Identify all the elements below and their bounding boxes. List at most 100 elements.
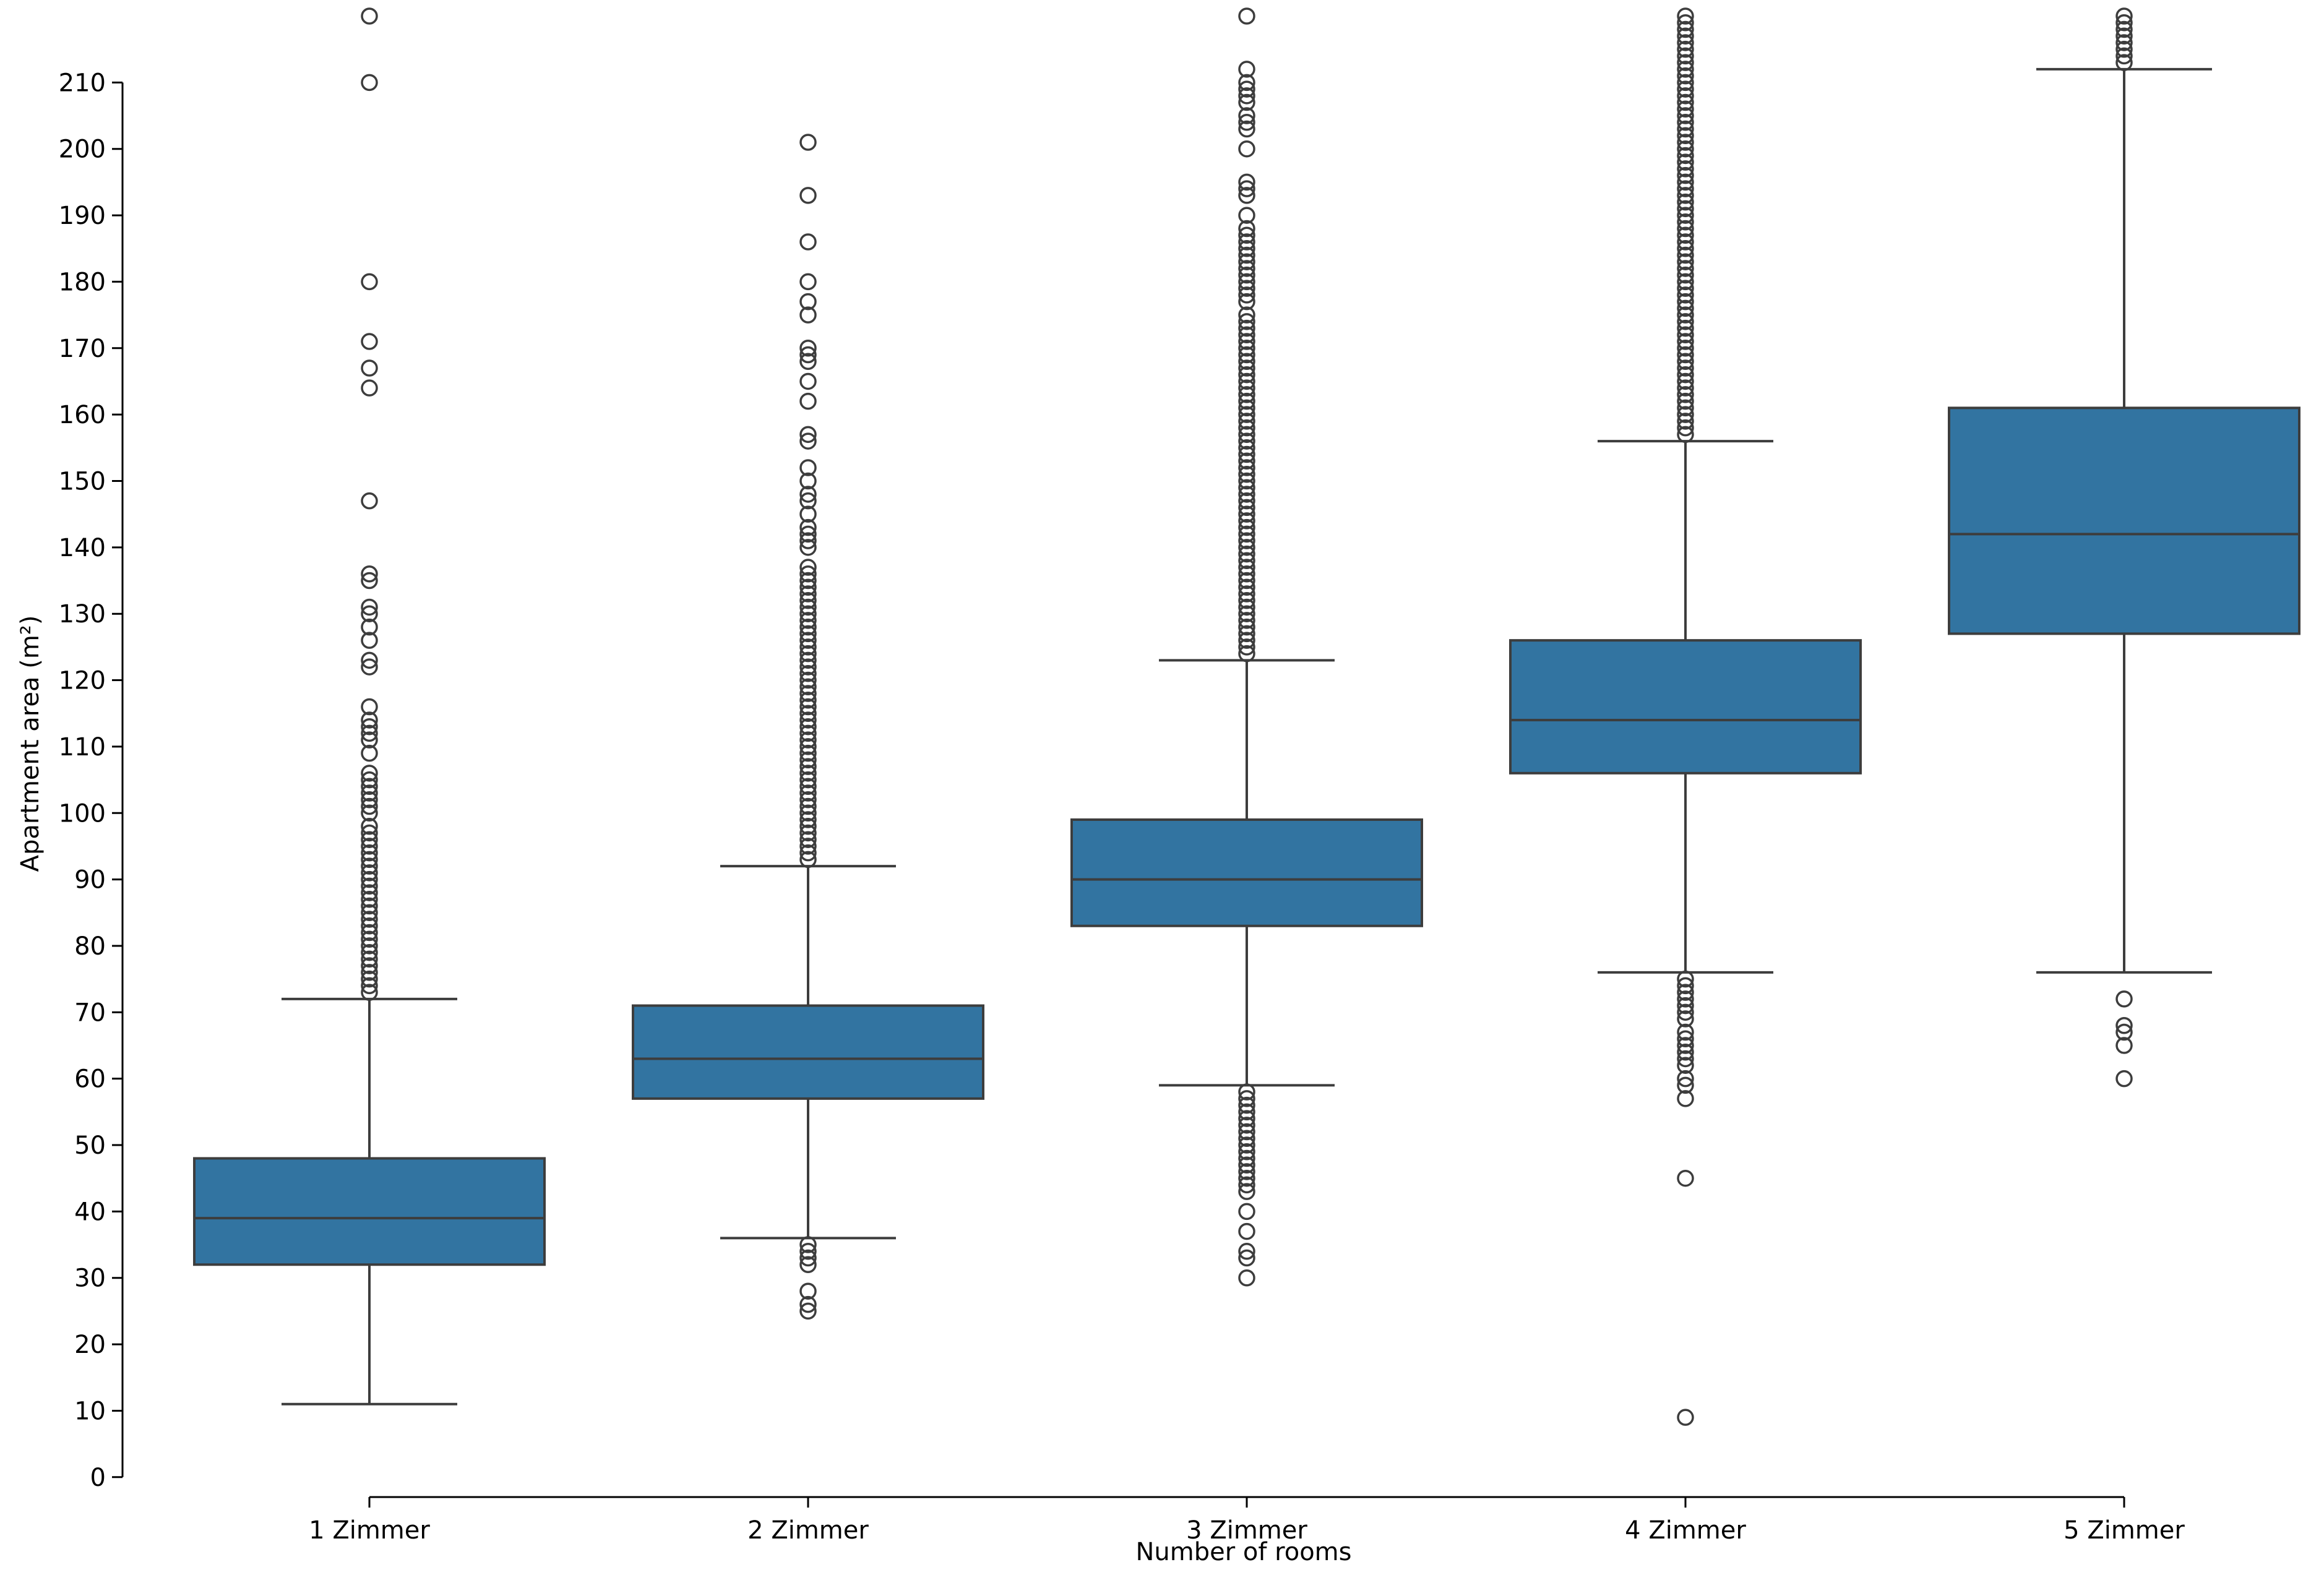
outlier-point bbox=[799, 565, 817, 583]
y-tick-label: 100 bbox=[59, 799, 106, 828]
outlier-point bbox=[2115, 1070, 2133, 1088]
outlier-point bbox=[799, 811, 817, 828]
outlier-point bbox=[799, 1256, 817, 1274]
outlier-point bbox=[1677, 266, 1694, 284]
axis-labels-layer: Number of rooms Apartment area (m²) bbox=[16, 616, 1351, 1566]
outlier-point bbox=[799, 651, 817, 669]
outlier-point bbox=[1677, 213, 1694, 231]
outlier-point bbox=[1238, 187, 1255, 204]
outlier-point bbox=[361, 937, 378, 955]
outlier-point bbox=[361, 771, 378, 789]
outlier-point bbox=[1238, 7, 1255, 25]
outlier-point bbox=[361, 844, 378, 862]
outlier-point bbox=[1238, 625, 1255, 643]
outlier-point bbox=[361, 977, 378, 995]
outlier-point bbox=[799, 306, 817, 324]
outlier-point bbox=[1238, 207, 1255, 224]
outlier-point bbox=[1238, 539, 1255, 556]
outlier-point bbox=[1677, 1050, 1694, 1068]
y-tick-label: 150 bbox=[59, 467, 106, 496]
outlier-point bbox=[1238, 591, 1255, 609]
outlier-point bbox=[1238, 293, 1255, 311]
outlier-point bbox=[1677, 80, 1694, 98]
outlier-point bbox=[1238, 353, 1255, 370]
outlier-point bbox=[1677, 140, 1694, 158]
outlier-point bbox=[1677, 260, 1694, 277]
outlier-point bbox=[1238, 632, 1255, 649]
outlier-point bbox=[1238, 173, 1255, 191]
outlier-point bbox=[799, 744, 817, 762]
outlier-point bbox=[1677, 984, 1694, 1001]
outlier-point bbox=[1677, 100, 1694, 118]
outlier-point bbox=[1238, 598, 1255, 616]
outlier-point bbox=[1238, 253, 1255, 270]
outlier-point bbox=[361, 7, 378, 25]
outlier-point bbox=[361, 857, 378, 875]
outlier-point bbox=[799, 824, 817, 842]
outlier-point bbox=[1238, 1123, 1255, 1141]
outlier-point bbox=[361, 904, 378, 922]
outlier-point bbox=[1238, 107, 1255, 124]
outlier-point bbox=[1677, 7, 1694, 25]
outlier-point bbox=[1238, 479, 1255, 496]
outlier-point bbox=[1677, 1409, 1694, 1426]
outlier-point bbox=[1238, 392, 1255, 410]
y-tick-label: 180 bbox=[59, 268, 106, 296]
outlier-point bbox=[799, 778, 817, 796]
outlier-point bbox=[1238, 120, 1255, 138]
outlier-point bbox=[361, 765, 378, 782]
y-tick-label: 50 bbox=[74, 1131, 106, 1160]
outlier-point bbox=[1677, 107, 1694, 124]
outlier-point bbox=[1677, 253, 1694, 270]
outlier-point bbox=[1677, 114, 1694, 131]
box-group-4 bbox=[1509, 7, 1862, 1426]
outlier-point bbox=[361, 605, 378, 622]
outlier-point bbox=[361, 711, 378, 729]
outlier-point bbox=[1238, 326, 1255, 344]
outlier-point bbox=[799, 233, 817, 251]
outlier-point bbox=[361, 970, 378, 988]
outlier-point bbox=[361, 565, 378, 583]
outlier-point bbox=[361, 618, 378, 636]
outlier-point bbox=[799, 632, 817, 649]
outlier-point bbox=[1677, 147, 1694, 165]
outlier-point bbox=[1238, 545, 1255, 563]
outlier-point bbox=[361, 917, 378, 935]
outlier-point bbox=[361, 838, 378, 855]
outlier-point bbox=[799, 1282, 817, 1300]
outlier-point bbox=[1677, 997, 1694, 1015]
outlier-point bbox=[799, 486, 817, 503]
outlier-point bbox=[1677, 419, 1694, 437]
outlier-point bbox=[1677, 306, 1694, 324]
outlier-point bbox=[1238, 366, 1255, 384]
outlier-point bbox=[1238, 61, 1255, 78]
y-tick-label: 160 bbox=[59, 401, 106, 429]
outlier-point bbox=[1677, 333, 1694, 350]
outlier-point bbox=[1677, 413, 1694, 430]
outlier-point bbox=[799, 532, 817, 549]
outlier-point bbox=[361, 950, 378, 968]
box-group-1 bbox=[193, 7, 546, 1405]
outlier-point bbox=[2115, 20, 2133, 38]
outlier-point bbox=[1238, 638, 1255, 656]
outlier-point bbox=[1238, 1156, 1255, 1174]
outlier-point bbox=[1238, 459, 1255, 476]
outlier-point bbox=[799, 791, 817, 809]
outlier-point bbox=[799, 844, 817, 862]
outlier-point bbox=[1677, 87, 1694, 105]
outlier-point bbox=[1238, 1183, 1255, 1200]
outlier-point bbox=[799, 645, 817, 663]
outlier-point bbox=[799, 797, 817, 815]
outlier-point bbox=[1238, 1110, 1255, 1127]
outlier-point bbox=[2115, 27, 2133, 45]
outlier-point bbox=[361, 831, 378, 848]
outlier-point bbox=[1238, 372, 1255, 390]
outlier-point bbox=[361, 778, 378, 796]
outlier-point bbox=[361, 930, 378, 948]
outlier-point bbox=[1677, 14, 1694, 32]
outlier-point bbox=[1238, 1130, 1255, 1148]
outlier-point bbox=[361, 911, 378, 928]
outlier-point bbox=[361, 984, 378, 1001]
y-tick-label: 210 bbox=[59, 69, 106, 97]
